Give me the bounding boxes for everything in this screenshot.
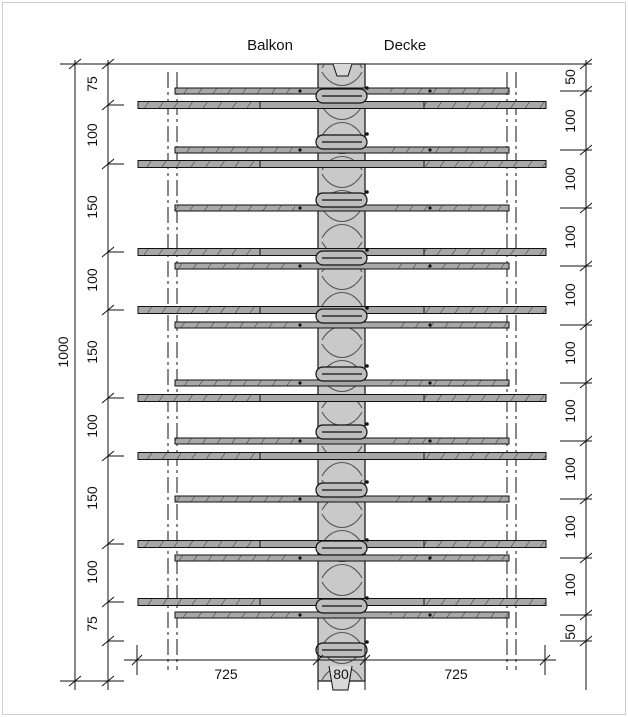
stirrup bbox=[315, 596, 369, 614]
dim-left-1: 100 bbox=[84, 123, 100, 147]
dimension-lines bbox=[60, 58, 593, 690]
stirrup bbox=[315, 538, 369, 556]
dim-left-2: 150 bbox=[84, 195, 100, 219]
label-decke: Decke bbox=[384, 37, 427, 54]
dim-bottom-left: 725 bbox=[214, 666, 238, 682]
stirrup bbox=[315, 132, 369, 150]
label-balkon: Balkon bbox=[247, 37, 293, 54]
dim-right-6: 100 bbox=[562, 399, 578, 423]
dim-right-5: 100 bbox=[562, 341, 578, 365]
tension-bar bbox=[137, 394, 547, 402]
dim-total-height: 1000 bbox=[55, 336, 71, 367]
stirrup bbox=[315, 190, 369, 208]
dim-right-3: 100 bbox=[562, 225, 578, 249]
stirrup bbox=[315, 480, 369, 498]
stirrup bbox=[315, 640, 369, 658]
dim-bottom-right: 725 bbox=[444, 666, 468, 682]
dim-left-3: 100 bbox=[84, 268, 100, 292]
dim-bottom-center: 80 bbox=[333, 666, 349, 682]
dim-right-4: 100 bbox=[562, 283, 578, 307]
reinforcement-bars bbox=[137, 86, 547, 658]
dim-right-9: 100 bbox=[562, 573, 578, 597]
support-lines bbox=[167, 72, 517, 670]
stirrup bbox=[315, 422, 369, 440]
dim-right-2: 100 bbox=[562, 167, 578, 191]
dim-right-0: 50 bbox=[562, 69, 578, 85]
dim-left-8: 75 bbox=[84, 616, 100, 632]
stirrup bbox=[315, 364, 369, 382]
dim-right-7: 100 bbox=[562, 457, 578, 481]
dim-right-8: 100 bbox=[562, 515, 578, 539]
tension-bar bbox=[137, 160, 547, 168]
dim-left-6: 150 bbox=[84, 486, 100, 510]
dim-left-5: 100 bbox=[84, 414, 100, 438]
dim-left-7: 100 bbox=[84, 560, 100, 584]
dim-left-0: 75 bbox=[84, 76, 100, 92]
stirrup bbox=[315, 86, 369, 104]
tension-bar bbox=[137, 452, 547, 460]
stirrup bbox=[315, 248, 369, 266]
tension-bar bbox=[137, 101, 547, 109]
stirrup bbox=[315, 306, 369, 324]
dim-right-10: 50 bbox=[562, 624, 578, 640]
compression-bar bbox=[174, 554, 510, 562]
dim-left-4: 150 bbox=[84, 340, 100, 364]
dim-right-1: 100 bbox=[562, 109, 578, 133]
